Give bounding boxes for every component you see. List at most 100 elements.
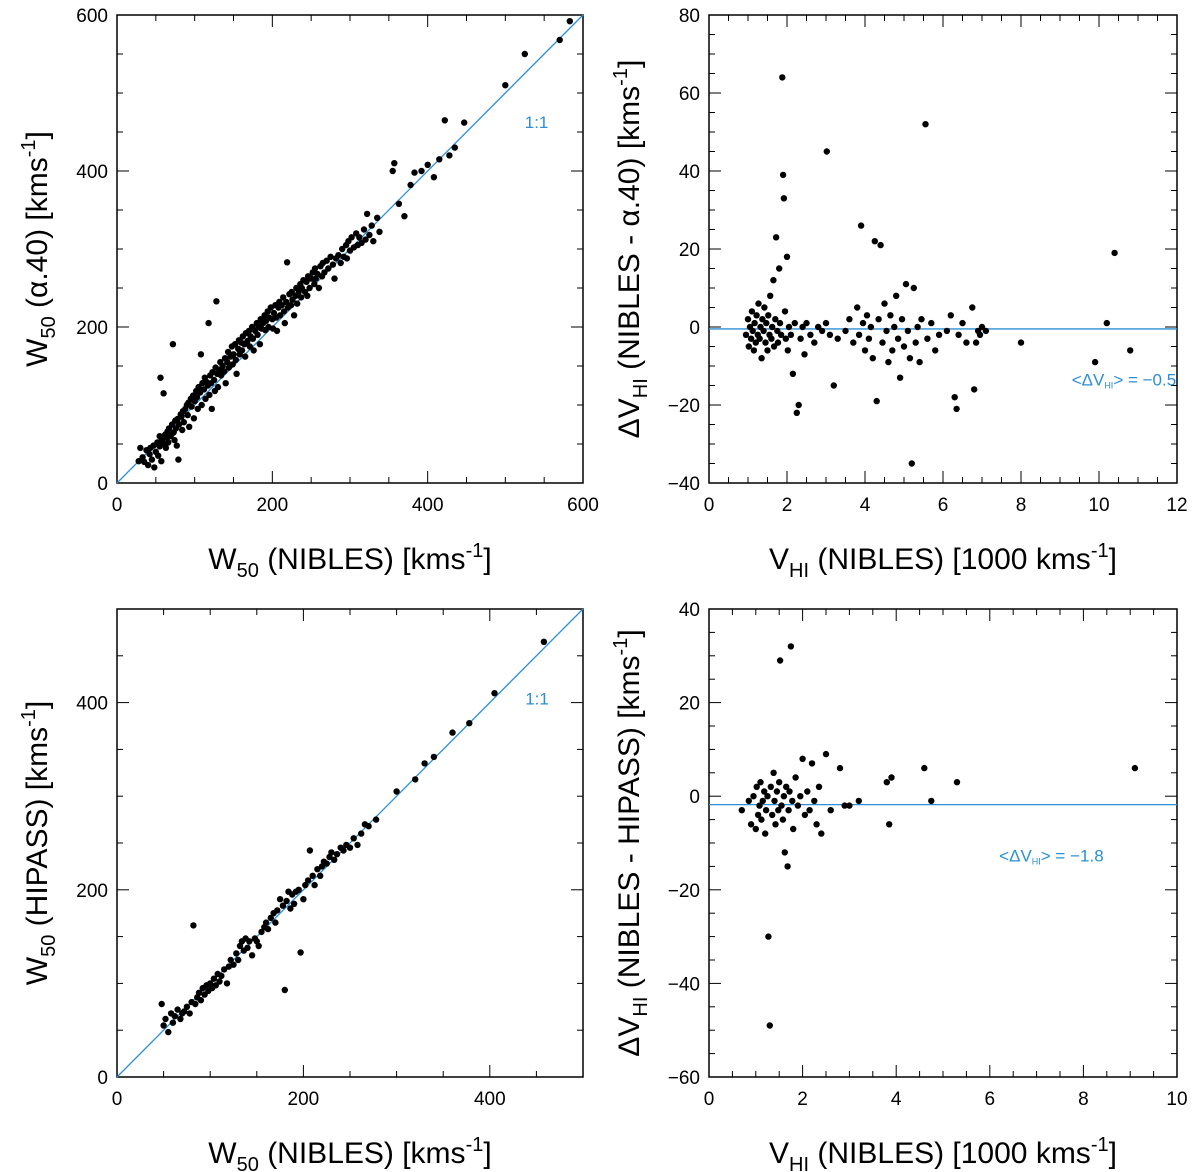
data-point: [959, 319, 966, 327]
data-point: [750, 347, 758, 354]
data-point: [250, 347, 257, 354]
panel-top-left-w50-alpha40: 0 200 400 600 0 200 400 600 1:1 W50 (NIBLES) [kms…: [18, 6, 599, 582]
data-point: [222, 380, 229, 387]
data-point: [761, 788, 768, 795]
x-tick-label: 200: [256, 495, 288, 516]
data-point: [174, 1006, 181, 1013]
data-point: [951, 394, 958, 401]
data-point: [781, 849, 788, 856]
data-point: [963, 339, 970, 346]
data-point: [822, 319, 830, 327]
data-point: [804, 788, 811, 795]
data-point: [972, 339, 980, 346]
data-point: [777, 331, 785, 338]
data-point: [232, 356, 239, 363]
data-point: [815, 783, 823, 790]
data-point: [230, 351, 237, 358]
data-point: [780, 793, 788, 800]
data-point: [173, 442, 180, 449]
data-point: [335, 252, 342, 259]
data-point: [193, 394, 201, 401]
data-point: [751, 319, 758, 327]
y-axis-title: ΔVHI (NIBLES - α.40) [kms-1]: [610, 60, 652, 439]
data-point: [566, 18, 573, 25]
data-point: [779, 816, 787, 823]
data-point: [169, 341, 177, 348]
data-point: [502, 82, 509, 89]
data-point: [306, 847, 314, 854]
x-tick-label: 8: [1016, 495, 1027, 516]
y-tick-label: −40: [668, 474, 700, 495]
data-point: [300, 896, 307, 903]
y-tick-label: 0: [689, 787, 700, 808]
data-point: [795, 401, 802, 409]
data-point: [278, 302, 285, 309]
x-tick-label: 400: [412, 495, 444, 516]
data-point: [183, 1003, 191, 1010]
x-tick-label: 2: [782, 495, 793, 516]
data-point: [776, 319, 784, 327]
data-point: [249, 335, 257, 342]
data-point: [206, 391, 213, 399]
x-tick-label: 0: [112, 1089, 123, 1110]
x-tick-label: 0: [704, 495, 715, 516]
data-point: [184, 411, 191, 419]
y-axis-title: W50 (α.40) [kms-1]: [18, 131, 60, 367]
y-axis-title: ΔVHI (NIBLES - HIPASS) [kms-1]: [610, 629, 652, 1056]
data-point: [350, 835, 357, 842]
data-point: [762, 807, 770, 814]
data-point: [978, 323, 986, 331]
data-point: [186, 423, 193, 430]
data-point: [441, 117, 448, 124]
data-point: [883, 779, 890, 786]
data-point: [218, 972, 225, 980]
data-point: [794, 802, 802, 809]
data-point: [867, 323, 875, 331]
data-point: [165, 1028, 172, 1036]
data-point: [857, 222, 865, 229]
data-point: [861, 347, 869, 354]
data-point: [407, 181, 414, 189]
data-point: [826, 331, 834, 338]
data-point: [799, 323, 806, 331]
data-point: [224, 358, 231, 366]
data-point: [797, 793, 804, 800]
data-point: [855, 331, 863, 338]
data-point: [162, 444, 170, 452]
data-point: [769, 323, 776, 331]
data-point: [169, 1019, 177, 1026]
data-point: [223, 980, 231, 987]
data-point: [135, 458, 142, 465]
data-point: [177, 1015, 184, 1023]
data-point: [368, 222, 375, 229]
data-point: [242, 353, 249, 360]
data-point: [822, 750, 830, 758]
data-point: [772, 821, 779, 828]
data-point: [753, 312, 760, 319]
data-point: [1131, 764, 1139, 772]
y-tick-label: −20: [668, 396, 700, 417]
data-point: [774, 339, 782, 346]
data-point: [815, 323, 822, 331]
data-point: [540, 638, 548, 645]
data-point: [776, 265, 783, 272]
data-point: [372, 816, 380, 823]
data-point: [764, 793, 771, 800]
data-point: [765, 933, 772, 940]
data-point: [430, 174, 438, 181]
data-point: [918, 316, 925, 323]
plot-frame: [708, 608, 1178, 1078]
data-point: [854, 304, 861, 311]
data-point: [354, 841, 361, 849]
data-point: [924, 335, 931, 342]
data-point: [466, 720, 473, 727]
data-point: [765, 312, 772, 319]
data-point: [747, 335, 755, 342]
data-point: [752, 825, 759, 833]
data-point: [151, 464, 158, 471]
data-point: [916, 358, 923, 366]
data-point: [309, 872, 316, 879]
data-point: [792, 774, 799, 781]
data-point: [188, 403, 195, 410]
x-axis-title: VHI (NIBLES) [1000 kms-1]: [769, 540, 1117, 582]
